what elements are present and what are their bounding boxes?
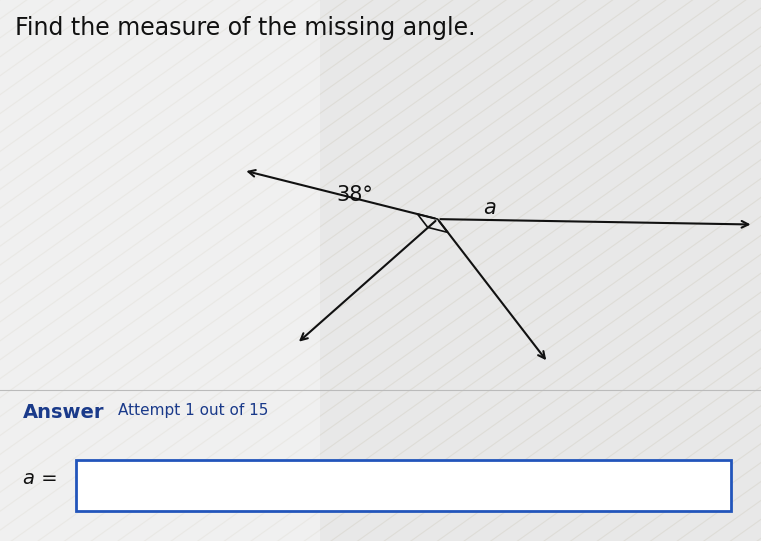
Text: Answer: Answer	[23, 403, 104, 422]
Text: a: a	[483, 199, 496, 218]
Bar	[0, 0, 320, 541]
Text: Find the measure of the missing angle.: Find the measure of the missing angle.	[15, 16, 476, 40]
Text: a =: a =	[23, 469, 57, 489]
Text: Attempt 1 out of 15: Attempt 1 out of 15	[118, 403, 269, 418]
Bar	[76, 460, 731, 511]
Text: 38°: 38°	[336, 185, 373, 204]
